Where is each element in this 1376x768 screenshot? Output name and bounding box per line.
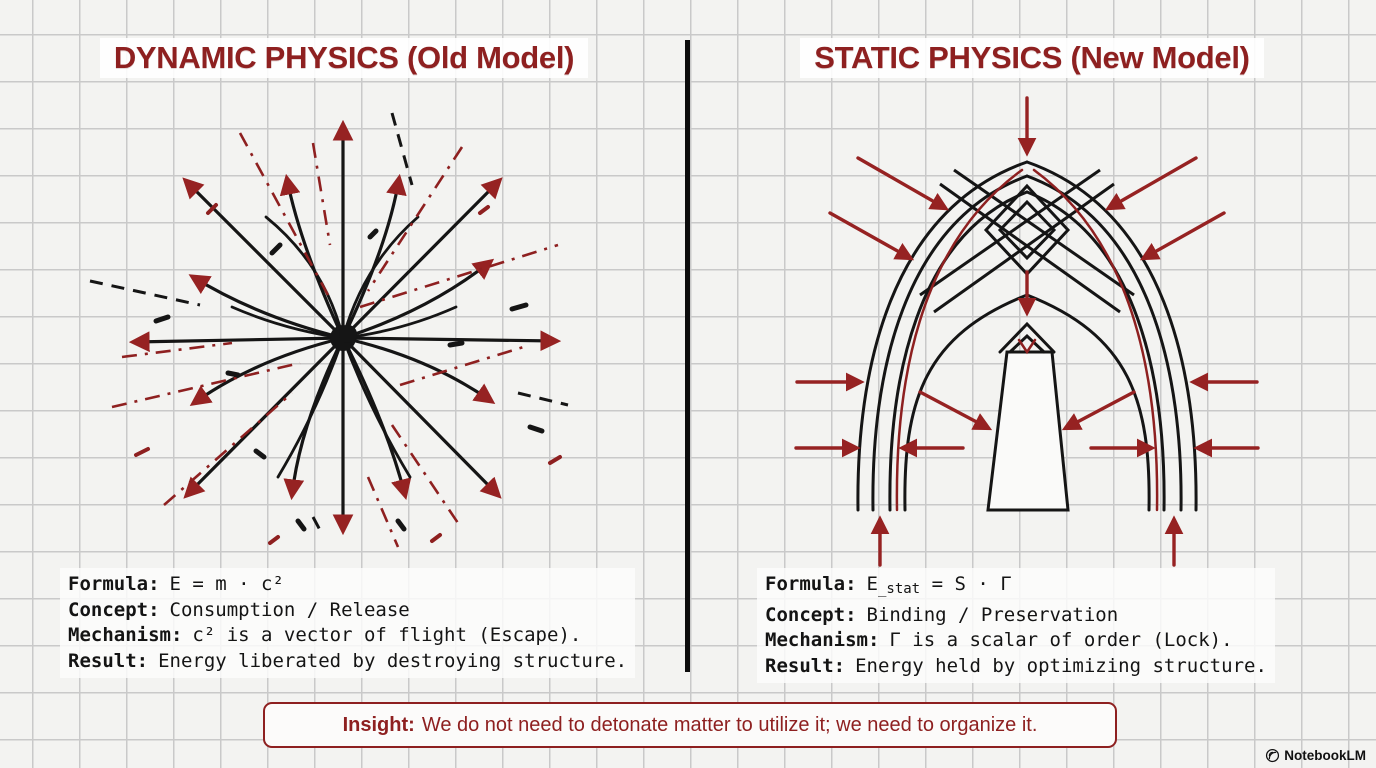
left-result-row: Result: Energy liberated by destroying st… bbox=[68, 649, 627, 675]
red-dashed-rays bbox=[111, 132, 559, 548]
concept-label: Concept: bbox=[765, 603, 857, 626]
result-label: Result: bbox=[68, 649, 149, 672]
right-formula-row: Formula: E_stat = S · Γ bbox=[765, 572, 1267, 603]
left-concept-row: Concept: Consumption / Release bbox=[68, 598, 627, 624]
result-value: Energy held by optimizing structure. bbox=[855, 654, 1267, 677]
left-formula-row: Formula: E = m · c² bbox=[68, 572, 627, 598]
inward-arrows bbox=[794, 96, 1260, 567]
black-dashed-rays bbox=[89, 112, 569, 533]
right-panel-details: Formula: E_stat = S · Γ Concept: Binding /… bbox=[757, 568, 1275, 683]
right-mechanism-row: Mechanism: Γ is a scalar of order (Lock). bbox=[765, 628, 1267, 654]
panel-divider bbox=[685, 40, 690, 672]
mechanism-value: c² is a vector of flight (Escape). bbox=[192, 624, 582, 646]
right-result-row: Result: Energy held by optimizing structu… bbox=[765, 654, 1267, 680]
left-panel-title: DYNAMIC PHYSICS (Old Model) bbox=[99, 38, 589, 78]
left-panel-header: DYNAMIC PHYSICS (Old Model) bbox=[0, 38, 688, 78]
outward-arrows bbox=[128, 119, 562, 536]
left-panel-details: Formula: E = m · c² Concept: Consumption /… bbox=[60, 568, 636, 678]
arch-diagram bbox=[794, 96, 1260, 567]
formula-base: E bbox=[866, 573, 878, 595]
formula-label: Formula: bbox=[68, 573, 160, 595]
debris-dashes bbox=[134, 203, 562, 545]
concept-label: Concept: bbox=[68, 598, 160, 621]
left-mechanism-row: Mechanism: c² is a vector of flight (Esca… bbox=[68, 623, 627, 649]
formula-label: Formula: bbox=[765, 573, 857, 595]
result-label: Result: bbox=[765, 654, 846, 677]
notebooklm-icon bbox=[1266, 748, 1280, 763]
right-panel-header: STATIC PHYSICS (New Model) bbox=[688, 38, 1376, 78]
formula-subscript: _stat bbox=[877, 581, 921, 597]
red-stress-curves bbox=[895, 168, 1159, 512]
right-panel-title: STATIC PHYSICS (New Model) bbox=[800, 38, 1264, 78]
notebooklm-branding: NotebookLM bbox=[1265, 748, 1366, 763]
result-value: Energy liberated by destroying structure… bbox=[158, 649, 628, 672]
insight-text: We do not need to detonate matter to uti… bbox=[421, 713, 1038, 736]
right-concept-row: Concept: Binding / Preservation bbox=[765, 603, 1267, 629]
explosion-diagram bbox=[89, 112, 569, 548]
concept-value: Consumption / Release bbox=[169, 598, 410, 621]
formula-value: E = m · c² bbox=[169, 573, 284, 595]
notebooklm-wordmark: NotebookLM bbox=[1284, 748, 1366, 763]
central-column bbox=[986, 350, 1070, 512]
concept-value: Binding / Preservation bbox=[866, 603, 1119, 626]
mechanism-label: Mechanism: bbox=[68, 624, 183, 646]
mechanism-label: Mechanism: bbox=[765, 629, 880, 651]
insight-label: Insight: bbox=[342, 713, 415, 736]
insight-box: Insight: We do not need to detonate matt… bbox=[263, 702, 1117, 748]
mechanism-value: Γ is a scalar of order (Lock). bbox=[889, 629, 1233, 651]
formula-rest: = S · Γ bbox=[920, 573, 1012, 595]
lattice bbox=[919, 168, 1135, 314]
explosion-core-inner bbox=[339, 325, 357, 343]
